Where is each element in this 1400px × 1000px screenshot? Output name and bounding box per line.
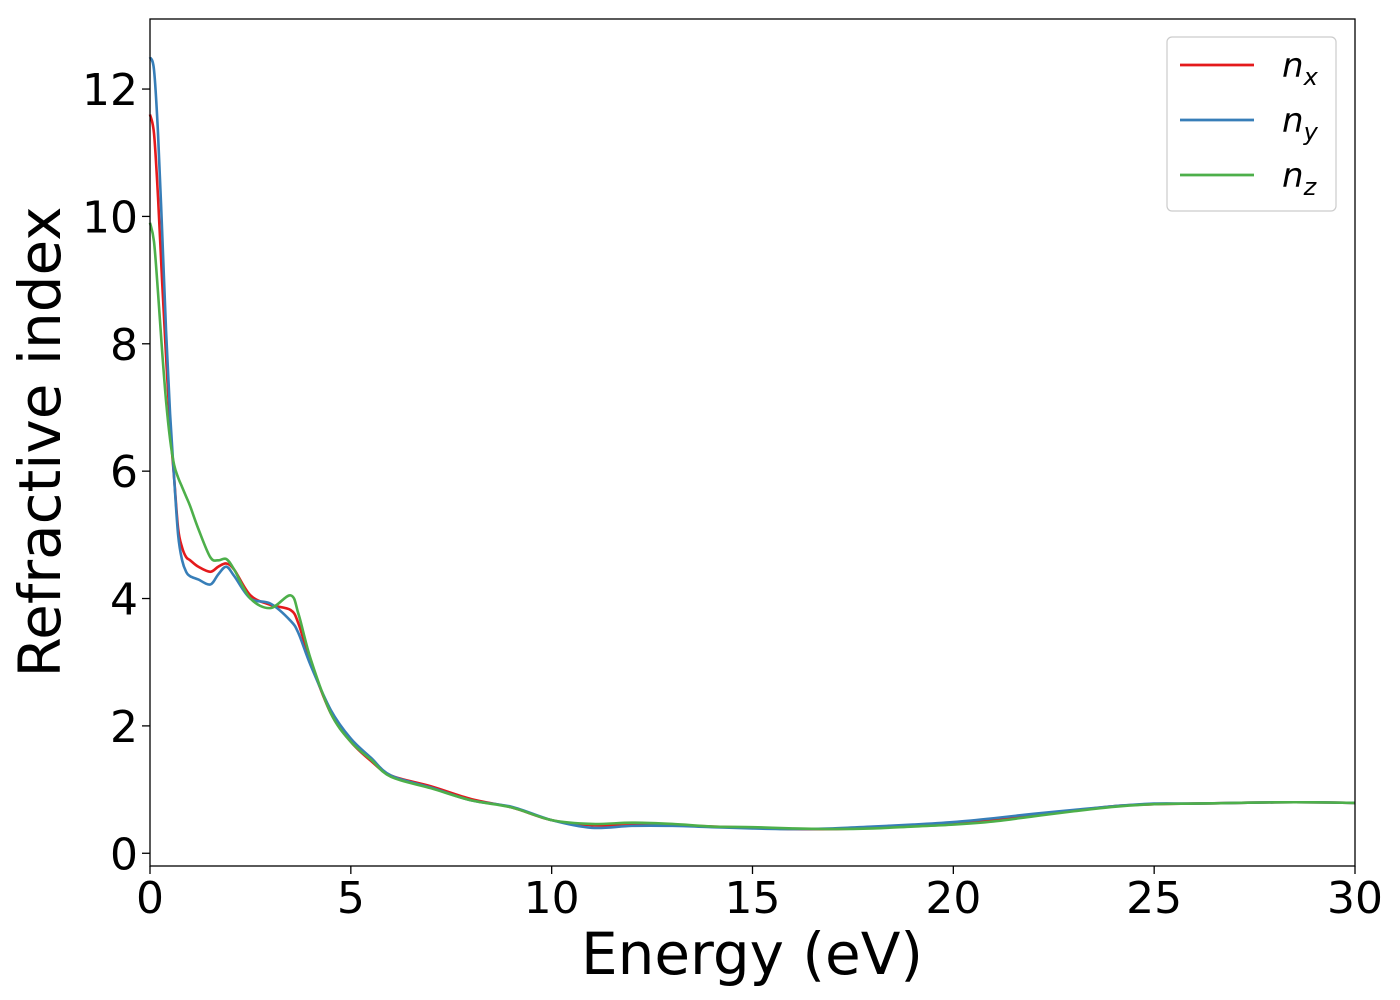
y-tick-label: 4 (110, 575, 138, 626)
legend-box (1166, 36, 1337, 212)
y-tick-label: 6 (110, 447, 138, 498)
x-tick-label: 10 (524, 873, 580, 924)
x-tick-label: 15 (725, 873, 781, 924)
y-axis-label: Refractive index (6, 206, 74, 677)
y-axis-ticks: 0 2 4 6 8 10 12 (82, 65, 150, 880)
legend: nx ny nz (1166, 36, 1337, 212)
y-tick-label: 12 (82, 65, 138, 116)
y-tick-label: 8 (110, 320, 138, 371)
y-tick-label: 10 (82, 192, 138, 243)
x-tick-label: 25 (1126, 873, 1182, 924)
x-tick-label: 5 (337, 873, 365, 924)
legend-label-ny: ny (1282, 101, 1319, 146)
x-axis-label: Energy (eV) (581, 920, 923, 988)
x-axis-ticks: 0 5 10 15 20 25 30 (136, 866, 1383, 924)
series-line-nz (148, 222, 1356, 831)
x-tick-label: 30 (1327, 873, 1383, 924)
legend-label-nx: nx (1282, 46, 1319, 91)
legend-label-nz: nz (1282, 156, 1318, 201)
series-lines (148, 56, 1356, 831)
x-tick-label: 20 (925, 873, 981, 924)
plot-area (150, 19, 1355, 866)
y-tick-label: 2 (110, 702, 138, 753)
x-tick-label: 0 (136, 873, 164, 924)
y-tick-label: 0 (110, 829, 138, 880)
